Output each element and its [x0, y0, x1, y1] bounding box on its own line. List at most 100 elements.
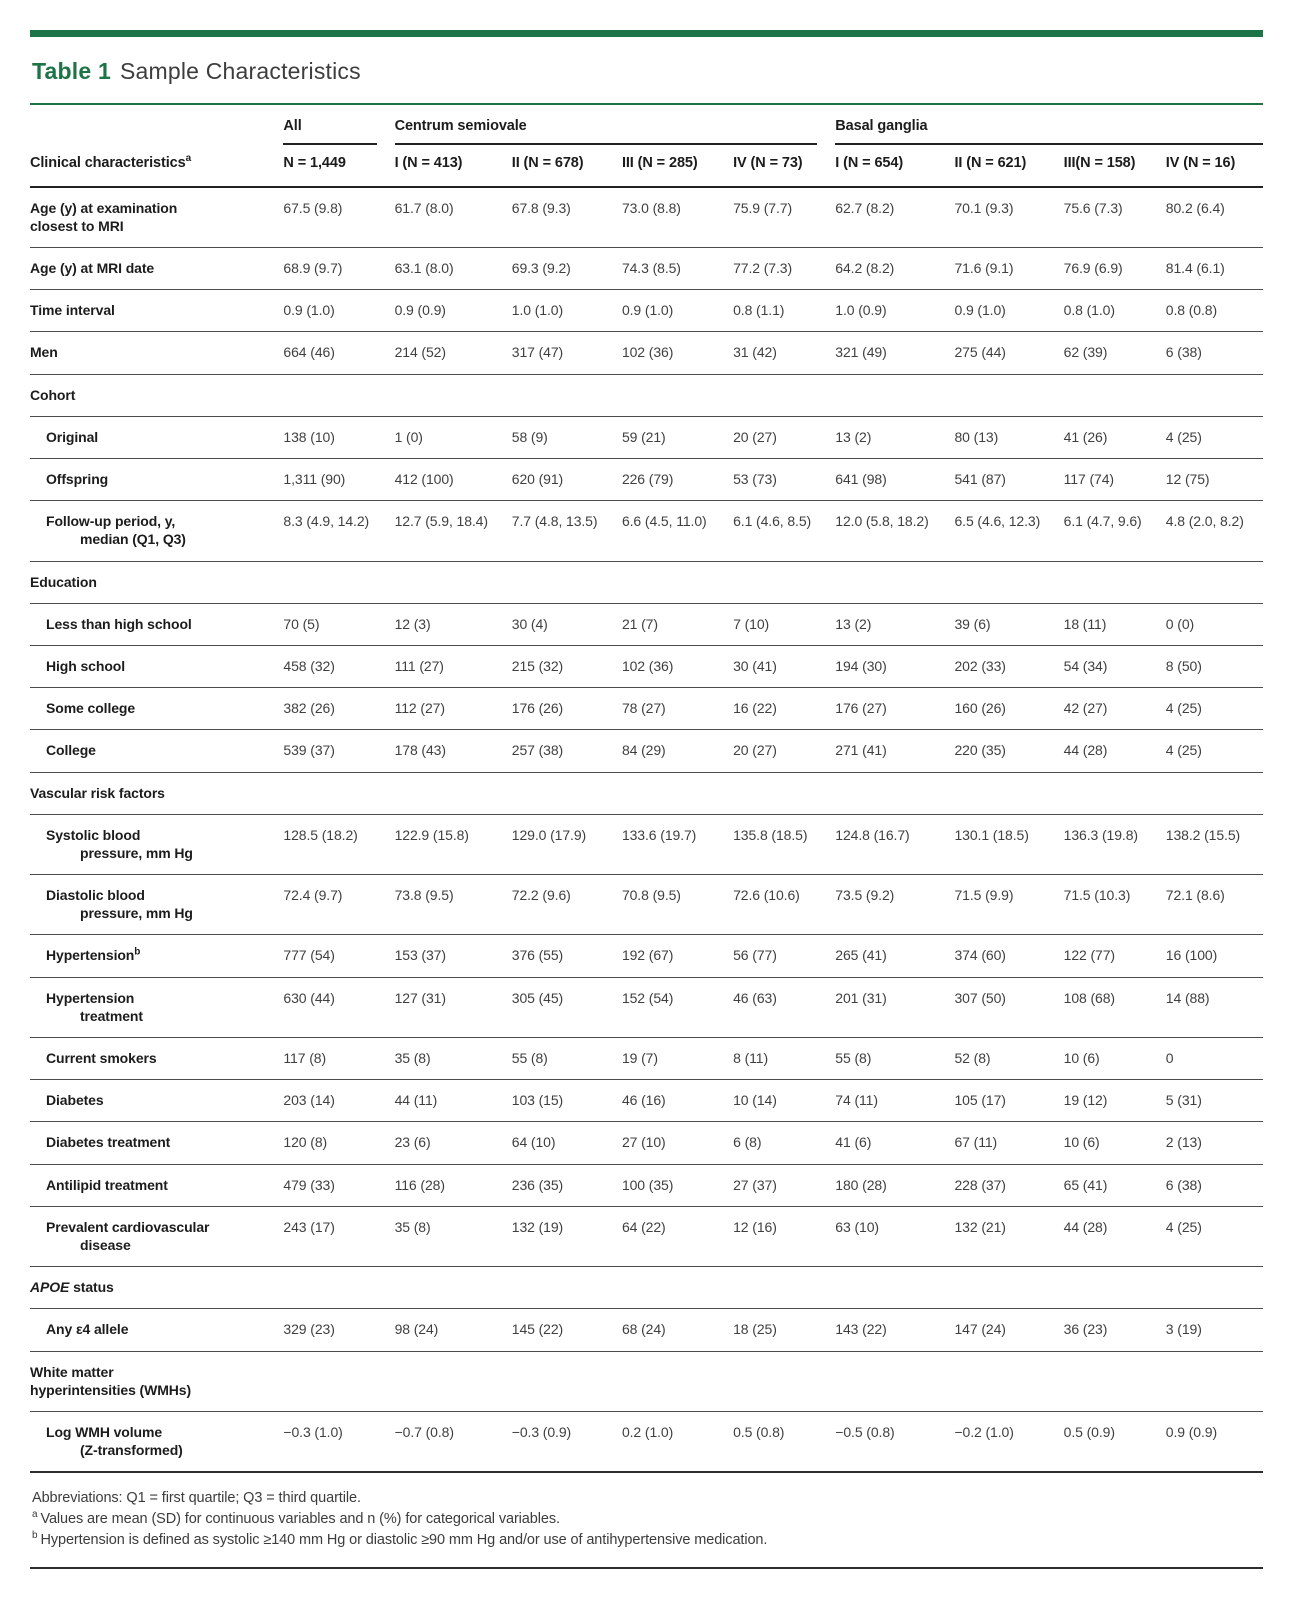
cell-value: 0 (0) [1165, 602, 1263, 646]
cell-value: 63 (10) [835, 1205, 955, 1267]
group-label-basal-ganglia: Basal ganglia [835, 117, 1263, 145]
cell-value: 0.9 (0.9) [394, 289, 512, 332]
table-row: Current smokers 117 (8) 35 (8) 55 (8) 19 (7)… [30, 1036, 1263, 1080]
cell-value: 130.1 (18.5) [954, 813, 1064, 875]
cell-value: 81.4 (6.1) [1165, 247, 1263, 290]
cell-value: 0.9 (1.0) [283, 289, 395, 332]
column-header-cs-1: I (N = 413) [394, 144, 512, 188]
cell-value: 52 (8) [954, 1036, 1064, 1080]
row-label: Current smokers [30, 1036, 284, 1080]
cell-value: 69.3 (9.2) [511, 247, 622, 290]
section-label: Vascular risk factors [30, 771, 1263, 815]
cell-value: 0.9 (1.0) [954, 289, 1064, 332]
cell-value: 12.0 (5.8, 18.2) [835, 500, 955, 562]
group-label-all: All [283, 117, 377, 145]
cell-value: 2 (13) [1165, 1121, 1263, 1165]
row-label: High school [30, 644, 284, 688]
section-row: Vascular risk factors [30, 771, 1263, 815]
cell-value: 321 (49) [835, 331, 955, 375]
cell-value: 12 (16) [733, 1205, 836, 1267]
cell-value: 202 (33) [954, 644, 1064, 688]
cell-value: 4 (25) [1165, 1205, 1263, 1267]
table-row: College 539 (37) 178 (43) 257 (38) 84 (29) 20… [30, 729, 1263, 772]
row-label: College [30, 729, 284, 772]
cell-value: 329 (23) [283, 1308, 395, 1351]
table-row: Hypertension treatment 630 (44) 127 (31) 30… [30, 976, 1263, 1038]
cell-value: 305 (45) [511, 976, 622, 1038]
column-header-n-all: N = 1,449 [283, 144, 395, 188]
cell-value: 176 (27) [835, 687, 955, 730]
cell-value: 236 (35) [511, 1163, 622, 1207]
cell-value: 59 (21) [621, 415, 734, 459]
cell-value: 19 (12) [1063, 1079, 1166, 1122]
cell-value: 36 (23) [1063, 1308, 1166, 1351]
cell-value: 44 (28) [1063, 729, 1166, 772]
cell-value: 458 (32) [283, 644, 395, 688]
table-row: Prevalent cardiovascular disease 243 (17)… [30, 1205, 1263, 1267]
cell-value: 12 (3) [394, 602, 512, 646]
cell-value: −0.7 (0.8) [394, 1410, 512, 1473]
cell-value: 55 (8) [835, 1036, 955, 1080]
cell-value: 75.6 (7.3) [1063, 199, 1123, 216]
row-label: Diabetes treatment [30, 1121, 284, 1165]
cell-value: 18 (11) [1063, 602, 1166, 646]
table-row: High school 458 (32) 111 (27) 215 (32) 102 (… [30, 644, 1263, 688]
cell-value: 153 (37) [394, 934, 512, 978]
cell-value: 215 (32) [511, 644, 622, 688]
table-row: Age (y) at examination closest to MRI 67.… [30, 187, 1263, 248]
column-header-bg-2: II (N = 621) [954, 144, 1064, 188]
cell-value: 0.8 (1.1) [733, 289, 836, 332]
row-label: Follow-up period, y, median (Q1, Q3) [30, 500, 284, 562]
cell-value: 72.1 (8.6) [1165, 874, 1263, 935]
cell-value: 74 (11) [835, 1079, 955, 1122]
cell-value: 0 [1165, 1036, 1263, 1080]
cell-value: 214 (52) [394, 331, 512, 375]
cell-value: 124.8 (16.7) [835, 813, 955, 875]
cell-value: −0.5 (0.8) [835, 1410, 955, 1473]
cell-value: 67.5 (9.8) [283, 199, 343, 216]
cell-value: 105 (17) [954, 1079, 1064, 1122]
group-header-basal-ganglia: Basal ganglia [835, 104, 1263, 145]
cell-value: 68.9 (9.7) [283, 247, 395, 290]
cell-value: 84 (29) [621, 729, 734, 772]
cell-value: 62.7 (8.2) [835, 199, 895, 216]
cell-value: 27 (37) [733, 1163, 836, 1207]
row-label-footnote-marker: b [134, 946, 141, 958]
cell-value: 111 (27) [394, 644, 512, 688]
cell-value: 117 (74) [1063, 457, 1166, 501]
cell-value: 10 (14) [733, 1079, 836, 1122]
table-number-label: Table 1 [32, 58, 111, 84]
table-row: Diastolic blood pressure, mm Hg 72.4 (9.7… [30, 874, 1263, 935]
cell-value: 257 (38) [511, 729, 622, 772]
cell-value: 178 (43) [394, 729, 512, 772]
cell-value: −0.3 (0.9) [511, 1410, 622, 1473]
stub-empty-cell [30, 104, 283, 145]
cell-value: 10 (6) [1063, 1036, 1166, 1080]
table-title: Table 1 Sample Characteristics [32, 58, 1261, 85]
cell-value: 20 (27) [733, 729, 836, 772]
cell-value: 8.3 (4.9, 14.2) [283, 500, 395, 562]
cell-value: 6.5 (4.6, 12.3) [954, 500, 1064, 562]
cell-value: 64 (10) [511, 1121, 622, 1165]
cell-value: 127 (31) [394, 976, 512, 1038]
cell-value: 70 (5) [283, 602, 395, 646]
cell-value: 74.3 (8.5) [621, 247, 734, 290]
group-header-centrum-semiovale: Centrum semiovale [394, 104, 836, 145]
cell-value: 102 (36) [621, 644, 734, 688]
cell-value: 78 (27) [621, 687, 734, 730]
cell-value: 3 (19) [1165, 1308, 1263, 1351]
cell-value: 4 (25) [1165, 687, 1263, 730]
footnote-abbreviations: Abbreviations: Q1 = first quartile; Q3 =… [32, 1488, 1263, 1509]
cell-value: 13 (2) [835, 415, 955, 459]
row-label: Offspring [30, 457, 284, 501]
cell-value: 41 (6) [835, 1121, 955, 1165]
cell-value: 192 (67) [621, 934, 734, 978]
column-header-bg-1: I (N = 654) [835, 144, 955, 188]
section-label: APOE status [30, 1266, 1263, 1309]
table-row: Age (y) at MRI date 68.9 (9.7) 63.1 (8.0) 6… [30, 247, 1263, 290]
cell-value: 307 (50) [954, 976, 1064, 1038]
cell-value: 71.6 (9.1) [954, 247, 1064, 290]
cell-value: 19 (7) [621, 1036, 734, 1080]
stub-header-label: Clinical characteristics [30, 154, 186, 171]
